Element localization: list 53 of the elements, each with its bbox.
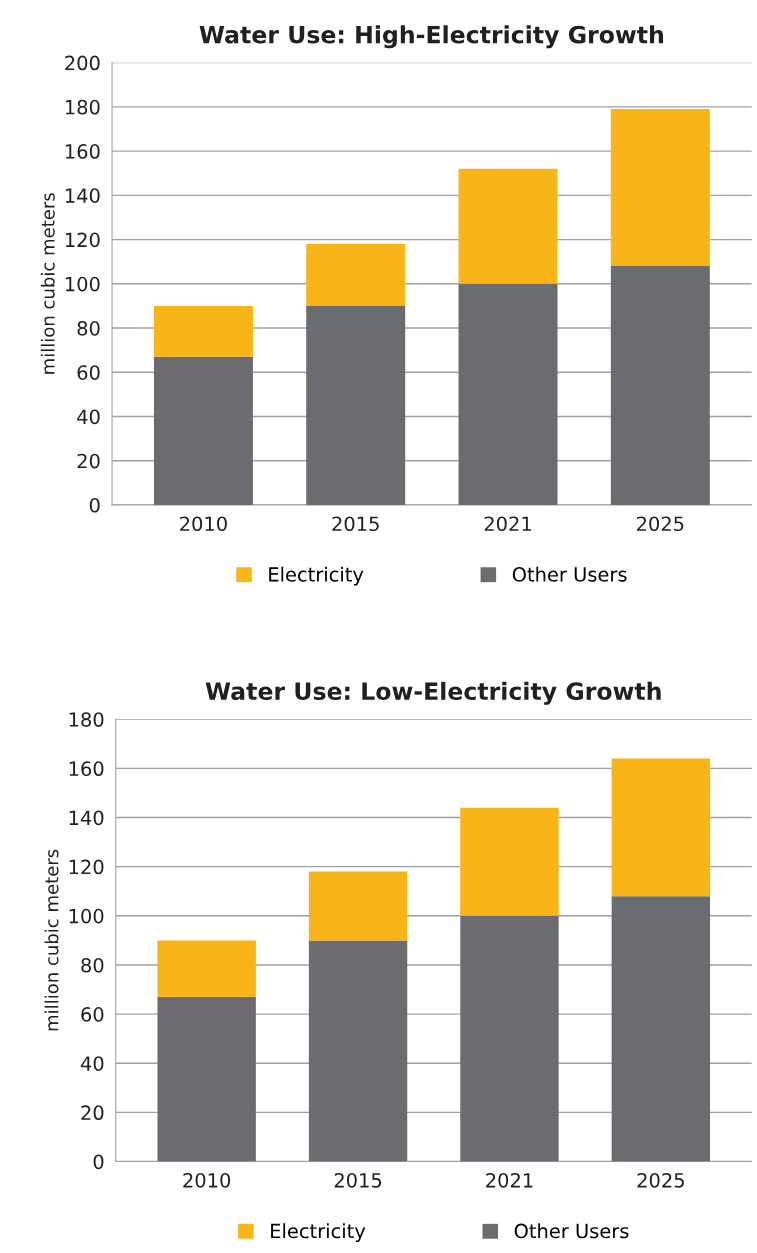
bar xyxy=(611,758,711,897)
y-tick-label: 200 xyxy=(65,55,100,71)
bar xyxy=(153,356,253,505)
y-tick-label: 100 xyxy=(69,908,104,924)
y-tick-label: 40 xyxy=(77,409,100,425)
y-tick-label: 80 xyxy=(77,320,100,336)
y-tick-label: 160 xyxy=(65,144,100,159)
bar xyxy=(610,109,710,267)
x-tick-label: 2025 xyxy=(637,516,684,532)
x-tick-label: 2021 xyxy=(484,516,531,532)
bar xyxy=(458,283,558,505)
bar xyxy=(157,996,256,1162)
legend-label: Other Users xyxy=(514,1223,629,1239)
y-tick-label: 180 xyxy=(69,712,104,727)
y-axis-title: million cubic meters xyxy=(40,193,55,374)
x-tick-label: 2015 xyxy=(334,1172,382,1188)
y-tick-label: 40 xyxy=(80,1056,104,1071)
y-tick-label: 0 xyxy=(93,1154,104,1170)
bar xyxy=(460,807,559,916)
chart-title: Water Use: High-Electricity Growth xyxy=(199,25,663,49)
bar xyxy=(306,244,406,306)
x-tick-label: 2025 xyxy=(637,1172,684,1188)
bar xyxy=(308,871,408,941)
x-tick-label: 2015 xyxy=(332,516,379,532)
bar xyxy=(153,305,253,357)
bar xyxy=(157,940,256,997)
x-tick-label: 2021 xyxy=(486,1172,533,1188)
legend-label: Electricity xyxy=(269,566,364,586)
y-tick-label: 100 xyxy=(65,276,100,292)
y-tick-label: 120 xyxy=(65,232,100,248)
bar xyxy=(308,940,408,1162)
y-tick-label: 120 xyxy=(69,859,104,875)
y-axis-title: million cubic meters xyxy=(44,849,59,1031)
y-tick-label: 140 xyxy=(69,810,104,826)
y-tick-label: 160 xyxy=(69,761,104,777)
legend-label: Other Users xyxy=(512,566,627,582)
y-tick-label: 180 xyxy=(65,99,100,115)
y-tick-label: 140 xyxy=(65,188,100,204)
y-tick-label: 0 xyxy=(89,497,100,513)
x-tick-label: 2010 xyxy=(180,516,227,532)
x-tick-label: 2010 xyxy=(183,1172,231,1188)
y-tick-label: 80 xyxy=(81,957,104,973)
chart-title: Water Use: Low-Electricity Growth xyxy=(205,681,661,705)
y-tick-label: 60 xyxy=(81,1007,104,1022)
y-tick-label: 60 xyxy=(77,365,100,380)
bar xyxy=(458,168,558,284)
y-tick-label: 20 xyxy=(81,1105,104,1121)
bar xyxy=(460,915,559,1162)
bar xyxy=(610,266,710,505)
bar xyxy=(611,896,711,1162)
legend-label: Electricity xyxy=(271,1223,366,1243)
y-tick-label: 20 xyxy=(77,453,100,469)
bar xyxy=(306,305,406,505)
